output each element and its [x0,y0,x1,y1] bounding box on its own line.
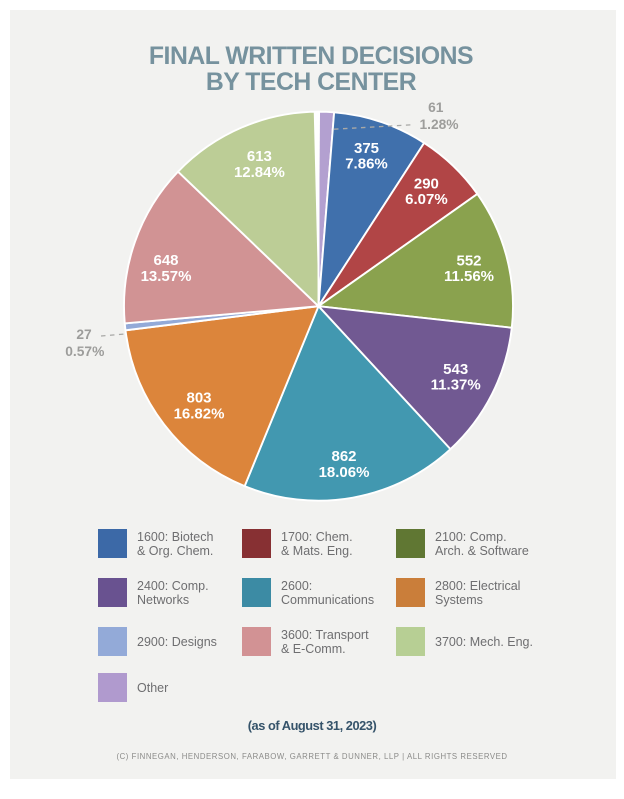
svg-text:16.82%: 16.82% [174,405,225,422]
svg-text:1.28%: 1.28% [419,117,458,132]
svg-text:11.56%: 11.56% [444,268,494,285]
svg-text:11.37%: 11.37% [431,377,481,394]
svg-text:648: 648 [153,252,178,269]
svg-text:613: 613 [247,148,272,165]
svg-text:375: 375 [354,140,379,157]
svg-text:290: 290 [414,175,439,192]
svg-text:7.86%: 7.86% [345,156,388,173]
svg-text:552: 552 [456,253,481,270]
svg-text:61: 61 [428,100,444,115]
svg-text:543: 543 [443,361,468,378]
svg-text:27: 27 [76,327,92,342]
svg-text:18.06%: 18.06% [319,464,370,481]
svg-text:12.84%: 12.84% [234,164,285,181]
svg-text:0.57%: 0.57% [65,344,104,359]
svg-text:803: 803 [186,390,211,407]
svg-text:862: 862 [331,448,356,465]
svg-text:13.57%: 13.57% [141,268,192,285]
svg-text:6.07%: 6.07% [405,191,448,208]
